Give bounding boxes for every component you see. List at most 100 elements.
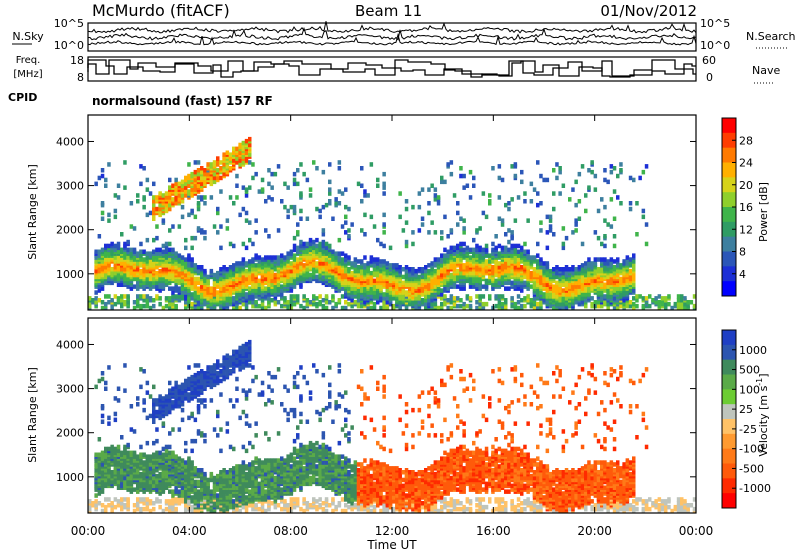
range-time-cell bbox=[139, 506, 143, 512]
range-time-cell bbox=[100, 419, 105, 424]
range-time-cell bbox=[456, 257, 460, 262]
range-time-cell bbox=[203, 168, 207, 173]
range-time-cell bbox=[504, 257, 508, 262]
range-time-cell bbox=[584, 261, 588, 266]
range-time-cell bbox=[574, 270, 578, 276]
range-time-cell bbox=[216, 156, 220, 161]
range-time-cell bbox=[193, 363, 198, 368]
range-time-cell bbox=[184, 189, 188, 194]
range-time-cell bbox=[593, 300, 598, 305]
range-time-cell bbox=[171, 493, 175, 498]
range-time-cell bbox=[104, 468, 108, 473]
range-time-cell bbox=[510, 234, 514, 239]
range-time-cell bbox=[424, 272, 428, 278]
range-time-cell bbox=[619, 292, 623, 297]
range-time-cell bbox=[126, 247, 130, 253]
range-time-cell bbox=[590, 278, 594, 284]
range-time-cell bbox=[107, 421, 111, 426]
range-time-cell bbox=[142, 204, 146, 210]
range-time-cell bbox=[446, 162, 450, 167]
range-time-cell bbox=[388, 245, 393, 251]
range-time-cell bbox=[532, 255, 537, 260]
range-tick-label: 4000 bbox=[56, 135, 84, 148]
range-time-cell bbox=[516, 272, 521, 278]
range-time-cell bbox=[94, 290, 98, 295]
range-time-cell bbox=[324, 257, 329, 262]
range-time-cell bbox=[459, 298, 463, 303]
range-time-cell bbox=[132, 458, 137, 463]
range-time-cell bbox=[145, 468, 150, 473]
range-time-cell bbox=[372, 257, 377, 262]
range-time-cell bbox=[616, 263, 620, 268]
range-time-cell bbox=[622, 301, 626, 307]
range-time-cell bbox=[356, 272, 361, 278]
date-title: 01/Nov/2012 bbox=[600, 2, 697, 20]
range-time-cell bbox=[152, 409, 156, 415]
range-time-cell bbox=[292, 284, 297, 289]
range-time-cell bbox=[196, 195, 201, 200]
range-time-cell bbox=[475, 247, 479, 253]
range-time-cell bbox=[667, 301, 671, 307]
station-title: McMurdo (fitACF) bbox=[92, 1, 230, 20]
range-time-cell bbox=[209, 175, 214, 181]
range-time-cell bbox=[168, 251, 172, 256]
range-time-cell bbox=[110, 508, 114, 513]
range-time-cell bbox=[267, 292, 271, 297]
range-time-cell bbox=[676, 305, 681, 310]
range-time-cell bbox=[539, 201, 543, 206]
range-time-cell bbox=[187, 456, 191, 461]
noise-traces bbox=[87, 21, 697, 46]
range-time-cell bbox=[443, 278, 447, 284]
range-time-cell bbox=[148, 462, 153, 467]
range-time-cell bbox=[507, 272, 511, 278]
range-time-cell bbox=[440, 272, 444, 278]
range-time-cell bbox=[312, 253, 316, 258]
range-time-cell bbox=[164, 409, 169, 415]
range-time-cell bbox=[552, 232, 556, 237]
range-time-cell bbox=[625, 301, 630, 307]
range-time-cell bbox=[148, 296, 153, 301]
range-time-cell bbox=[171, 504, 175, 510]
range-time-cell bbox=[244, 193, 249, 198]
range-time-cell bbox=[228, 290, 233, 295]
range-time-cell bbox=[635, 294, 639, 299]
range-time-cell bbox=[171, 259, 175, 264]
range-time-cell bbox=[142, 407, 146, 413]
range-time-cell bbox=[449, 228, 454, 233]
range-time-cell bbox=[337, 189, 342, 194]
range-time-cell bbox=[363, 189, 367, 194]
range-time-cell bbox=[433, 193, 438, 198]
range-time-cell bbox=[164, 481, 169, 487]
range-time-cell bbox=[174, 487, 178, 492]
range-time-cell bbox=[580, 263, 585, 268]
range-time-cell bbox=[203, 201, 207, 206]
range-time-cell bbox=[180, 497, 185, 502]
range-time-cell bbox=[168, 191, 172, 196]
range-time-cell bbox=[584, 288, 588, 293]
range-time-cell bbox=[516, 257, 521, 262]
range-time-cell bbox=[500, 301, 505, 307]
range-time-cell bbox=[328, 191, 332, 196]
range-time-cell bbox=[369, 294, 374, 299]
range-time-cell bbox=[504, 202, 508, 208]
range-time-cell bbox=[264, 199, 268, 204]
range-time-cell bbox=[539, 305, 543, 310]
range-time-cell bbox=[360, 268, 364, 274]
range-time-cell bbox=[539, 220, 543, 225]
range-time-cell bbox=[360, 259, 364, 264]
range-time-cell bbox=[100, 489, 105, 494]
range-time-cell bbox=[683, 296, 687, 301]
range-time-cell bbox=[158, 394, 162, 399]
range-time-cell bbox=[110, 501, 114, 506]
range-time-cell bbox=[206, 162, 210, 167]
range-time-cell bbox=[545, 276, 550, 282]
range-time-cell bbox=[139, 249, 143, 254]
range-time-cell bbox=[142, 501, 146, 506]
range-time-cell bbox=[424, 265, 428, 270]
range-time-cell bbox=[244, 187, 249, 192]
range-time-cell bbox=[312, 270, 316, 276]
range-time-cell bbox=[180, 199, 185, 204]
range-time-cell bbox=[692, 294, 696, 299]
range-time-cell bbox=[449, 305, 454, 310]
range-time-cell bbox=[104, 446, 108, 452]
